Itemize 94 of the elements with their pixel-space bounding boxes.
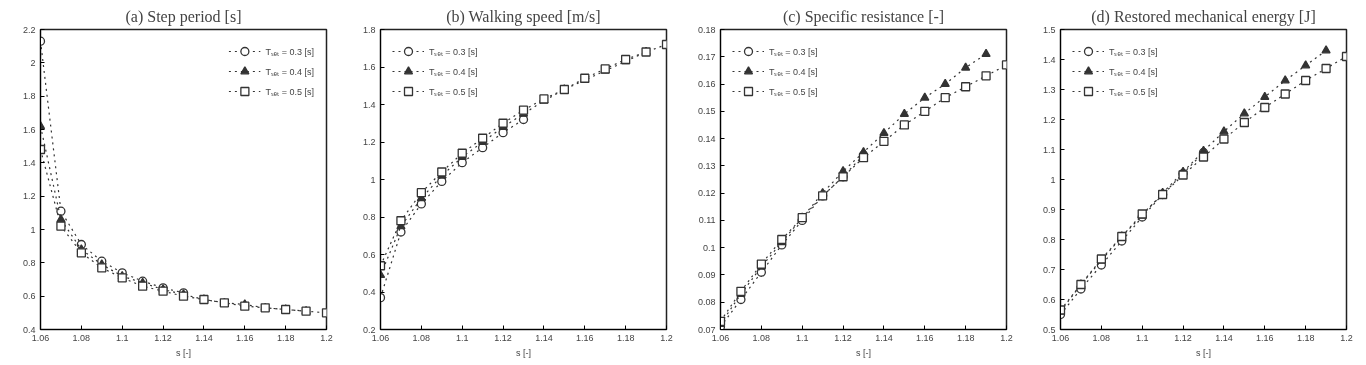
x-tick-label: 1.08 [72, 332, 91, 343]
y-tick-label: 0.8 [1042, 234, 1056, 245]
legend-label: Tₛₑₜ = 0.4 [s] [265, 65, 314, 78]
y-tick-label: 1.4 [362, 99, 376, 110]
y-tick-label: 1.3 [1042, 84, 1056, 95]
y-tick-label: 1.1 [1042, 144, 1056, 155]
x-tick-label: 1.18 [1296, 332, 1315, 343]
x-tick-label: 1.14 [535, 332, 553, 343]
legend-label: Tₛₑₜ = 0.3 [s] [265, 45, 314, 58]
y-tick-label: 0.6 [362, 249, 376, 260]
y-tick-label: 0.6 [1042, 294, 1056, 305]
chart-title: (d) Restored mechanical energy [J] [1091, 7, 1316, 26]
legend-label: Tₛₑₜ = 0.4 [s] [1109, 65, 1158, 78]
y-tick-label: 1.8 [362, 24, 376, 35]
y-tick-label: 0.4 [22, 324, 36, 335]
chart-title: (a) Step period [s] [125, 7, 242, 26]
x-tick-label: 1.2 [320, 332, 333, 343]
x-tick-label: 1.16 [236, 332, 254, 343]
x-tick-label: 1.18 [956, 332, 975, 343]
y-tick-label: 0.07 [697, 324, 716, 335]
y-tick-label: 0.4 [362, 287, 376, 297]
x-axis-title: s [-] [176, 347, 191, 358]
y-tick-label: 0.2 [362, 324, 376, 335]
y-tick-label: 0.11 [698, 215, 716, 226]
y-tick-label: 0.14 [697, 133, 716, 144]
y-tick-label: 0.8 [22, 257, 36, 268]
y-tick-label: 2.2 [22, 24, 36, 35]
y-tick-label: 0.12 [697, 188, 716, 199]
x-tick-label: 1.2 [1000, 332, 1013, 343]
y-tick-label: 1 [370, 174, 376, 185]
legend-label: Tₛₑₜ = 0.3 [s] [769, 45, 818, 58]
y-tick-label: 0.1 [702, 242, 716, 253]
x-tick-label: 1.16 [1256, 332, 1274, 343]
x-tick-label: 1.2 [1340, 332, 1353, 343]
x-axis-title: s [-] [516, 347, 531, 358]
x-axis-title: s [-] [1196, 347, 1211, 358]
y-tick-label: 0.13 [697, 160, 716, 171]
x-tick-label: 1.12 [834, 332, 852, 343]
y-tick-label: 1.4 [1042, 54, 1056, 65]
x-tick-label: 1.12 [1174, 332, 1192, 343]
y-tick-label: 1 [1050, 174, 1056, 185]
x-tick-label: 1.14 [1215, 332, 1233, 343]
x-tick-label: 1.1 [455, 332, 469, 343]
y-tick-label: 1.2 [1042, 114, 1056, 125]
x-tick-label: 1.12 [154, 332, 172, 343]
y-tick-label: 0.16 [697, 79, 716, 90]
chart-title: (b) Walking speed [m/s] [446, 7, 601, 26]
legend-label: Tₛₑₜ = 0.3 [s] [1109, 45, 1158, 58]
x-tick-label: 1.06 [1051, 332, 1070, 343]
y-tick-label: 0.09 [697, 269, 716, 280]
y-tick-label: 0.7 [1042, 264, 1056, 275]
x-tick-label: 1.2 [660, 332, 673, 343]
y-tick-label: 0.15 [697, 106, 716, 117]
legend-label: Tₛₑₜ = 0.5 [s] [429, 85, 478, 98]
legend-label: Tₛₑₜ = 0.4 [s] [769, 65, 818, 78]
x-tick-label: 1.16 [916, 332, 934, 343]
y-tick-label: 1.6 [22, 124, 36, 135]
legend-label: Tₛₑₜ = 0.5 [s] [769, 85, 818, 98]
x-tick-label: 1.08 [752, 332, 771, 343]
x-tick-label: 1.1 [115, 332, 129, 343]
y-tick-label: 1.5 [1042, 24, 1056, 35]
x-tick-label: 1.18 [616, 332, 635, 343]
x-tick-label: 1.1 [1135, 332, 1149, 343]
x-tick-label: 1.1 [795, 332, 809, 343]
y-tick-label: 1.4 [22, 157, 36, 168]
y-tick-label: 0.08 [697, 297, 716, 308]
legend-label: Tₛₑₜ = 0.5 [s] [1109, 85, 1158, 98]
y-tick-label: 0.6 [22, 291, 36, 302]
x-tick-label: 1.08 [1092, 332, 1111, 343]
y-tick-label: 0.9 [1042, 204, 1056, 215]
x-tick-label: 1.12 [494, 332, 512, 343]
y-tick-label: 2 [30, 57, 36, 68]
x-tick-label: 1.14 [875, 332, 893, 343]
x-tick-label: 1.14 [195, 332, 213, 343]
y-tick-label: 0.17 [697, 51, 716, 62]
x-tick-label: 1.18 [276, 332, 295, 343]
chart-title: (c) Specific resistance [-] [782, 7, 945, 26]
y-tick-label: 0.5 [1042, 324, 1056, 335]
y-tick-label: 1 [30, 224, 36, 235]
x-tick-label: 1.08 [412, 332, 431, 343]
legend-label: Tₛₑₜ = 0.3 [s] [429, 45, 478, 58]
x-tick-label: 1.06 [371, 332, 390, 343]
y-tick-label: 1.6 [362, 62, 376, 72]
x-tick-label: 1.06 [31, 332, 50, 343]
x-tick-label: 1.06 [711, 332, 730, 343]
y-tick-label: 1.2 [22, 191, 36, 202]
y-tick-label: 0.8 [362, 212, 376, 222]
y-tick-label: 1.8 [22, 91, 36, 102]
legend-label: Tₛₑₜ = 0.4 [s] [429, 65, 478, 78]
y-tick-label: 1.2 [362, 137, 376, 147]
legend-label: Tₛₑₜ = 0.5 [s] [265, 85, 314, 98]
x-axis-title: s [-] [856, 347, 871, 358]
x-tick-label: 1.16 [576, 332, 594, 343]
y-tick-label: 0.18 [697, 24, 716, 35]
